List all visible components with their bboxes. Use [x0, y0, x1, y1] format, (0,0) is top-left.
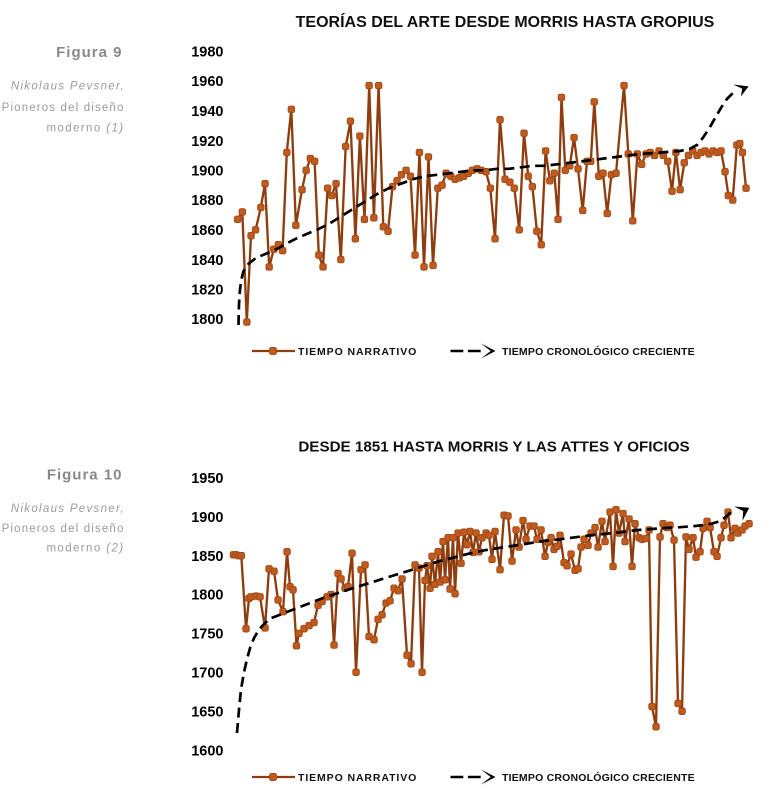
- svg-text:TEORÍAS DEL ARTE DESDE MORRIS: TEORÍAS DEL ARTE DESDE MORRIS HASTA GROP…: [296, 12, 715, 31]
- svg-text:moderno (2): moderno (2): [46, 543, 124, 555]
- svg-text:1850: 1850: [191, 549, 223, 565]
- svg-text:1950: 1950: [191, 471, 223, 487]
- svg-text:1900: 1900: [191, 510, 223, 526]
- svg-text:TIEMPO CRONOLÓGICO CRECIENTE: TIEMPO CRONOLÓGICO CRECIENTE: [502, 345, 695, 358]
- svg-text:Pioneros del diseño: Pioneros del diseño: [2, 523, 125, 535]
- svg-text:1800: 1800: [191, 588, 223, 604]
- svg-text:1600: 1600: [191, 743, 223, 759]
- svg-text:moderno (1): moderno (1): [46, 123, 124, 135]
- svg-text:1980: 1980: [191, 45, 223, 61]
- svg-text:1860: 1860: [191, 223, 223, 239]
- svg-text:1700: 1700: [191, 666, 223, 682]
- svg-text:TIEMPO CRONOLÓGICO CRECIENTE: TIEMPO CRONOLÓGICO CRECIENTE: [502, 771, 695, 784]
- svg-text:1840: 1840: [191, 253, 223, 269]
- svg-text:1960: 1960: [191, 74, 223, 90]
- svg-text:1750: 1750: [191, 627, 223, 643]
- svg-text:1880: 1880: [191, 193, 223, 209]
- svg-text:Figura 9: Figura 9: [56, 44, 122, 61]
- svg-text:1820: 1820: [191, 283, 223, 299]
- svg-text:1900: 1900: [191, 164, 223, 180]
- svg-text:Nikolaus Pevsner,: Nikolaus Pevsner,: [11, 81, 125, 93]
- svg-text:DESDE 1851 HASTA MORRIS Y LAS: DESDE 1851 HASTA MORRIS Y LAS ATTES Y OF…: [298, 439, 689, 456]
- svg-text:1940: 1940: [191, 104, 223, 120]
- svg-text:Figura 10: Figura 10: [47, 467, 123, 484]
- svg-text:Pioneros del diseño: Pioneros del diseño: [2, 102, 125, 114]
- svg-text:TIEMPO NARRATIVO: TIEMPO NARRATIVO: [298, 772, 417, 784]
- svg-text:1800: 1800: [191, 312, 223, 328]
- svg-text:TIEMPO NARRATIVO: TIEMPO NARRATIVO: [298, 346, 417, 358]
- svg-text:1920: 1920: [191, 134, 223, 150]
- svg-text:Nikolaus Pevsner,: Nikolaus Pevsner,: [11, 503, 125, 515]
- svg-text:1650: 1650: [191, 704, 223, 720]
